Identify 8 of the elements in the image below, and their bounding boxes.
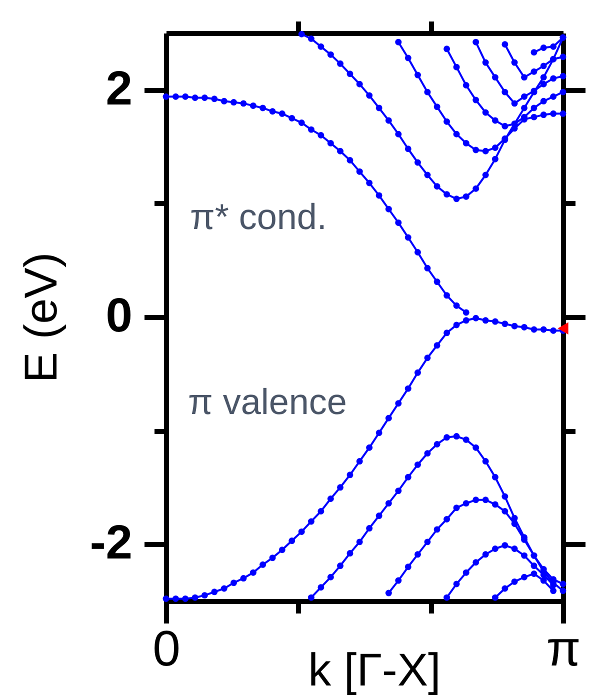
x-axis-title: k [Γ-X] — [308, 644, 441, 696]
x-tick-label: π — [546, 620, 581, 676]
y-tick-label: -2 — [90, 516, 132, 570]
y-tick-label: 2 — [106, 62, 132, 116]
y-tick-label: 0 — [106, 290, 132, 342]
annotation: π* cond. — [190, 196, 327, 237]
y-axis-title: E (eV) — [14, 252, 66, 383]
annotation: π valence — [188, 381, 347, 422]
